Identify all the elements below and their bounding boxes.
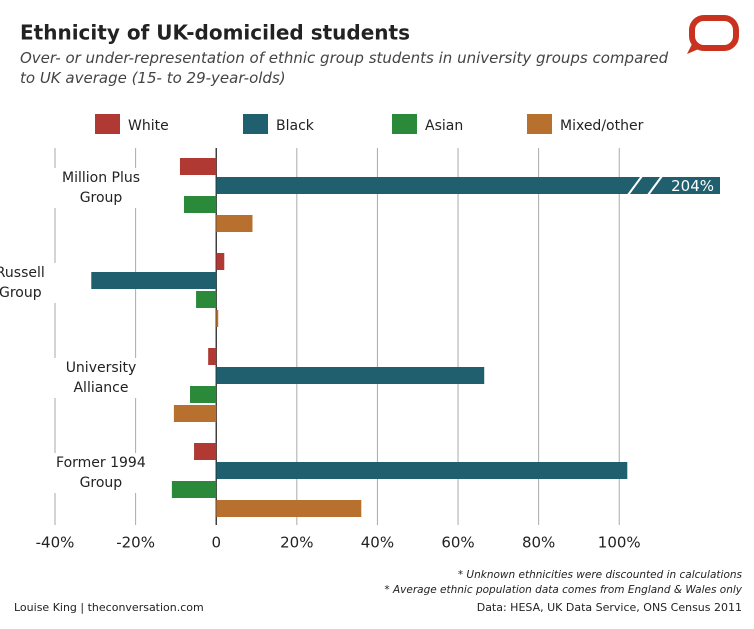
chart-title: Ethnicity of UK-domiciled students bbox=[20, 21, 410, 45]
bar bbox=[190, 386, 217, 403]
value-label: 204% bbox=[671, 177, 714, 195]
category-label: University Alliance bbox=[36, 358, 166, 398]
credit: Louise King | theconversation.com bbox=[14, 601, 204, 614]
logo bbox=[687, 15, 739, 54]
footnote: * Average ethnic population data comes f… bbox=[384, 584, 742, 596]
x-tick-label: -40% bbox=[36, 534, 75, 552]
x-tick-label: 40% bbox=[361, 534, 394, 552]
source: Data: HESA, UK Data Service, ONS Census … bbox=[477, 601, 742, 614]
bar bbox=[216, 310, 219, 327]
x-tick-label: 60% bbox=[441, 534, 474, 552]
legend-swatch bbox=[527, 114, 552, 134]
x-tick-label: 100% bbox=[598, 534, 641, 552]
legend-label: White bbox=[128, 118, 169, 134]
bar bbox=[91, 272, 217, 289]
category-label: Million Plus Group bbox=[36, 168, 166, 208]
legend-swatch bbox=[392, 114, 417, 134]
category-label: Former 1994 Group bbox=[35, 453, 166, 493]
bar bbox=[216, 215, 253, 232]
legend-label: Asian bbox=[425, 118, 463, 134]
bar bbox=[208, 348, 217, 365]
legend-swatch bbox=[243, 114, 268, 134]
legend-label: Black bbox=[276, 118, 315, 134]
bar bbox=[194, 443, 217, 460]
x-tick-label: 80% bbox=[522, 534, 555, 552]
bar bbox=[216, 177, 720, 194]
bar bbox=[216, 500, 362, 517]
bar bbox=[179, 158, 217, 175]
legend-label: Mixed/other bbox=[560, 118, 644, 134]
x-tick-label: 0 bbox=[211, 534, 221, 552]
x-tick-label: -20% bbox=[116, 534, 155, 552]
bar bbox=[173, 405, 217, 422]
legend-swatch bbox=[95, 114, 120, 134]
bar bbox=[183, 196, 217, 213]
bar bbox=[216, 367, 485, 384]
footnote: * Unknown ethnicities were discounted in… bbox=[458, 569, 743, 581]
break-mark bbox=[647, 175, 663, 196]
bar bbox=[216, 253, 225, 270]
bar bbox=[216, 462, 628, 479]
category-label: Russell Group bbox=[0, 263, 86, 303]
chart-subtitle: Over- or under-representation of ethnic … bbox=[20, 49, 669, 87]
x-tick-label: 20% bbox=[280, 534, 313, 552]
break-mark bbox=[627, 175, 643, 196]
bar bbox=[171, 481, 217, 498]
bar bbox=[196, 291, 217, 308]
